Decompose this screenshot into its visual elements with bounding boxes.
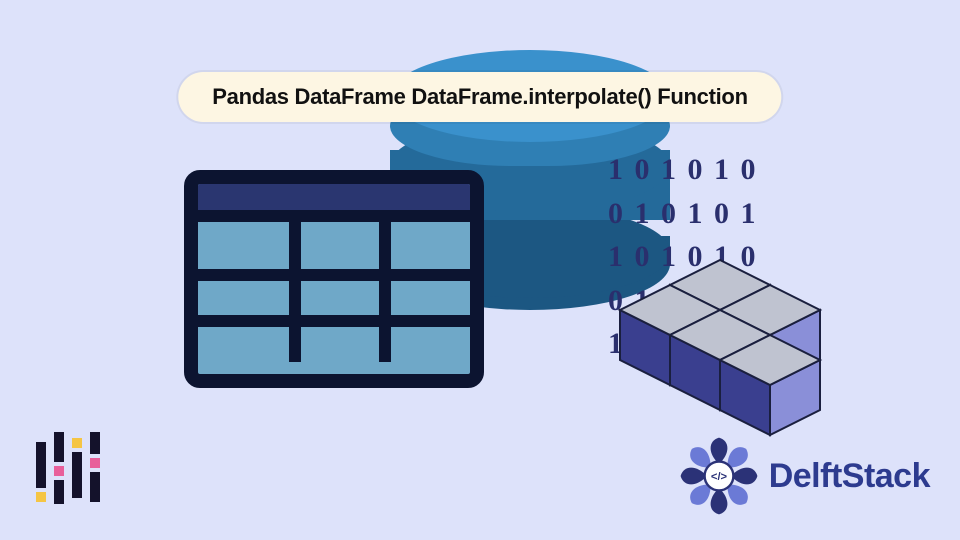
cubes-svg: [600, 250, 840, 450]
page-title: Pandas DataFrame DataFrame.interpolate()…: [212, 84, 747, 109]
table-cell: [379, 222, 470, 269]
page-title-pill: Pandas DataFrame DataFrame.interpolate()…: [178, 72, 781, 122]
isometric-cubes-illustration: [600, 250, 840, 450]
table-cell: [198, 327, 289, 362]
table-cell: [289, 327, 380, 362]
table-cell: [379, 281, 470, 316]
pandas-logo-svg: [36, 432, 100, 504]
dataframe-table-icon: [184, 170, 484, 388]
table-body: [198, 222, 470, 362]
pandas-logo-icon: [36, 432, 100, 504]
binary-row: 0 1 0 1 0 1: [608, 192, 758, 236]
table-cell: [379, 327, 470, 362]
table-row: [198, 269, 470, 316]
table-row: [198, 222, 470, 269]
table-cell: [198, 281, 289, 316]
table-row: [198, 315, 470, 362]
table-cell: [289, 222, 380, 269]
binary-row: 1 0 1 0 1 0: [608, 148, 758, 192]
delftstack-brand: </> DelftStack: [679, 436, 930, 516]
brand-code-glyph: </>: [711, 471, 728, 483]
table-header-bar: [198, 184, 470, 222]
table-cell: [198, 222, 289, 269]
delftstack-logo-icon: </>: [679, 436, 759, 516]
table-cell: [289, 281, 380, 316]
brand-name: DelftStack: [769, 457, 930, 496]
